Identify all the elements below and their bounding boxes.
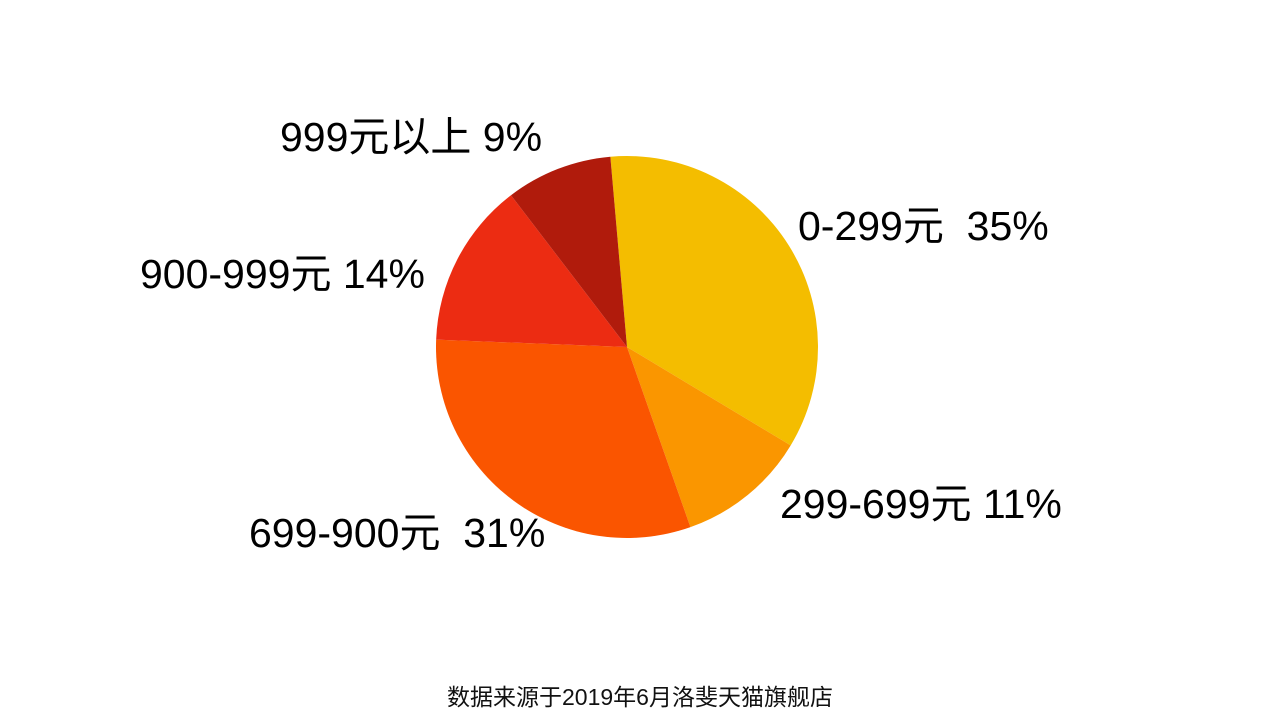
pie-slice-2 xyxy=(435,339,691,539)
pie-slice-3 xyxy=(436,195,627,347)
pie-slice-4 xyxy=(510,156,627,347)
pie-slice-1 xyxy=(627,347,791,528)
pie-slice-0 xyxy=(610,156,818,446)
data-source-note: 数据来源于2019年6月洛斐天猫旗舰店 xyxy=(447,684,833,710)
